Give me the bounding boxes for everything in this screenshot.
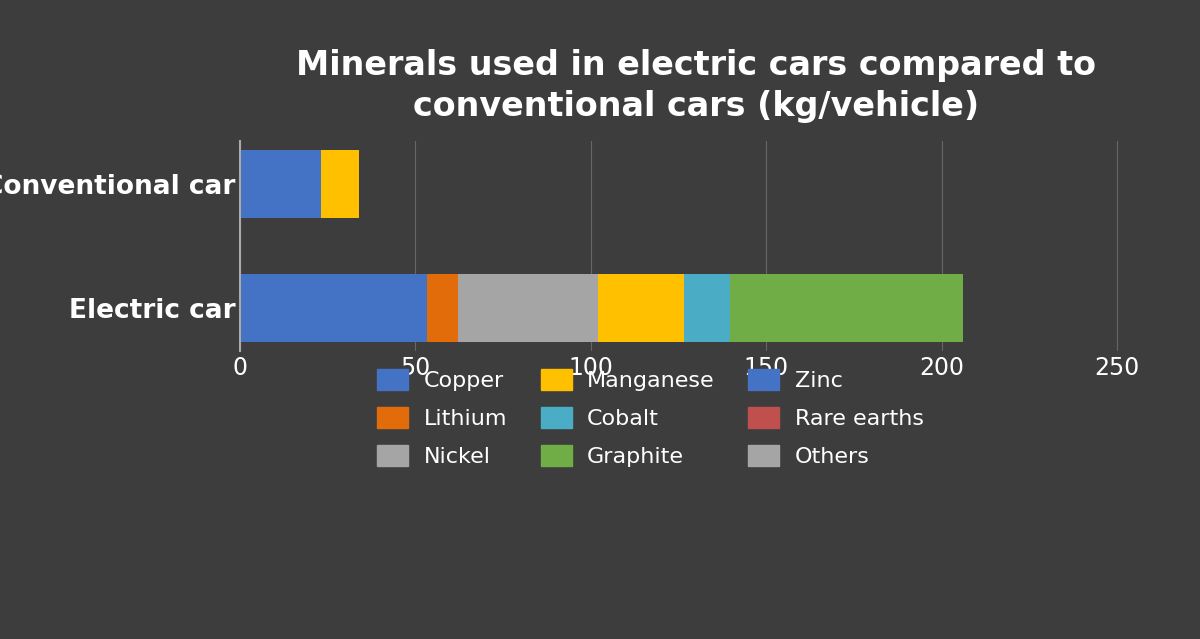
Bar (320, 150, 359, 218)
Title: Minerals used in electric cars compared to
conventional cars (kg/vehicle): Minerals used in electric cars compared … (296, 49, 1096, 123)
Bar (240, 150, 320, 218)
Bar (684, 274, 731, 342)
Legend: Copper, Lithium, Nickel, Manganese, Cobalt, Graphite, Zinc, Rare earths, Others: Copper, Lithium, Nickel, Manganese, Coba… (377, 369, 924, 467)
Bar (240, 274, 427, 342)
Bar (731, 274, 962, 342)
Bar (458, 274, 598, 342)
Bar (427, 274, 458, 342)
Bar (598, 274, 684, 342)
